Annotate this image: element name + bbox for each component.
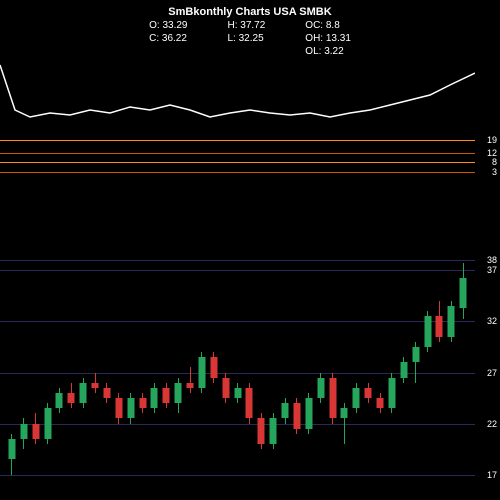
- candle-body: [388, 378, 395, 409]
- candle-body: [210, 357, 217, 377]
- candle-body: [270, 418, 277, 444]
- candle-body: [92, 383, 99, 388]
- candle-body: [198, 357, 205, 388]
- candle-body: [353, 388, 360, 408]
- candle-body: [115, 398, 122, 418]
- price-tick-label: 38: [487, 255, 497, 265]
- indicator-line: [0, 55, 475, 175]
- chart-title: SmBkonthly Charts USA SMBK: [168, 6, 331, 18]
- price-gridline: [0, 424, 475, 425]
- candle-body: [187, 383, 194, 388]
- price-tick-label: 27: [487, 368, 497, 378]
- ohlc-readout: O: 33.29 C: 36.22 H: 37.72 L: 32.25 OC: …: [149, 20, 351, 57]
- candle-body: [44, 408, 51, 439]
- candle-body: [400, 362, 407, 377]
- oc-label: OC: 8.8: [305, 20, 351, 31]
- candlestick-panel: 172227323738: [0, 250, 475, 495]
- price-gridline: [0, 321, 475, 322]
- candle-wick: [190, 367, 191, 393]
- indicator-hline: [0, 162, 475, 163]
- candle-body: [436, 316, 443, 336]
- candle-body: [20, 424, 27, 439]
- candle-body: [246, 388, 253, 419]
- candle-body: [317, 378, 324, 398]
- candle-body: [282, 403, 289, 418]
- candle-body: [377, 398, 384, 408]
- indicator-hlabel: 19: [487, 135, 497, 145]
- indicator-hline: [0, 172, 475, 173]
- candle-body: [258, 418, 265, 444]
- candle-body: [127, 398, 134, 418]
- candle-body: [424, 316, 431, 347]
- indicator-panel: 191283: [0, 55, 475, 175]
- candle-body: [222, 378, 229, 398]
- indicator-hline: [0, 140, 475, 141]
- price-tick-label: 32: [487, 316, 497, 326]
- indicator-hlabel: 3: [492, 167, 497, 177]
- candle-body: [151, 388, 158, 408]
- candle-body: [175, 383, 182, 403]
- candle-body: [56, 393, 63, 408]
- price-gridline: [0, 475, 475, 476]
- close-label: C: 36.22: [149, 33, 187, 44]
- candle-body: [305, 398, 312, 429]
- candle-body: [234, 388, 241, 398]
- candle-body: [293, 403, 300, 429]
- candle-body: [448, 306, 455, 337]
- candle-body: [139, 398, 146, 408]
- candle-body: [80, 383, 87, 403]
- candle-body: [68, 393, 75, 403]
- candle-body: [163, 388, 170, 403]
- candle-body: [103, 388, 110, 398]
- indicator-hline: [0, 153, 475, 154]
- indicator-hlabel: 8: [492, 157, 497, 167]
- candle-body: [32, 424, 39, 439]
- price-tick-label: 22: [487, 419, 497, 429]
- candle-body: [365, 388, 372, 398]
- open-label: O: 33.29: [149, 20, 187, 31]
- candle-body: [412, 347, 419, 362]
- candle-body: [341, 408, 348, 418]
- price-gridline: [0, 270, 475, 271]
- oh-label: OH: 13.31: [305, 33, 351, 44]
- price-tick-label: 17: [487, 470, 497, 480]
- price-tick-label: 37: [487, 265, 497, 275]
- chart-container: SmBkonthly Charts USA SMBK O: 33.29 C: 3…: [0, 0, 500, 500]
- price-gridline: [0, 260, 475, 261]
- candle-body: [8, 439, 15, 459]
- high-label: H: 37.72: [227, 20, 265, 31]
- low-label: L: 32.25: [227, 33, 265, 44]
- candle-body: [460, 278, 467, 308]
- candle-body: [329, 378, 336, 419]
